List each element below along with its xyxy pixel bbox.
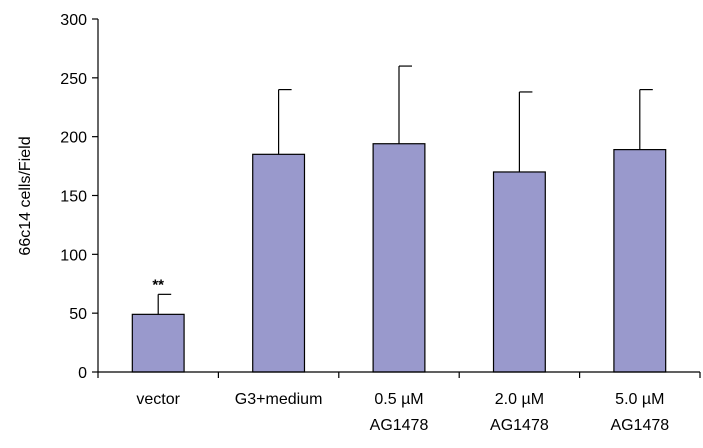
y-axis-title: 66c14 cells/Field [17, 136, 34, 255]
error-bars [157, 65, 653, 315]
annotations: ** [152, 276, 164, 293]
y-tick-label: 100 [60, 247, 87, 264]
significance-annotation: ** [152, 276, 164, 293]
x-tick-label: G3+medium [235, 391, 323, 408]
y-axis: 0 50 100 150 200 250 300 [60, 12, 99, 382]
y-tick-label: 200 [60, 130, 87, 147]
bar-series [131, 143, 667, 373]
y-tick-label: 0 [78, 365, 87, 382]
x-tick-label: 5.0 µM AG1478 [610, 391, 669, 434]
x-tick-label: 2.0 µM AG1478 [490, 391, 549, 434]
bar [492, 171, 546, 373]
x-tick-label: vector [136, 391, 180, 408]
x-tick-label: 0.5 µM AG1478 [370, 391, 429, 434]
y-tick-label: 300 [60, 12, 87, 29]
y-tick-label: 50 [69, 306, 87, 323]
x-axis: vector G3+medium 0.5 µM AG1478 2.0 µM AG1478 5… [97, 371, 701, 434]
bar [613, 149, 667, 373]
y-tick-label: 250 [60, 71, 87, 88]
bar [252, 153, 306, 373]
bar [372, 143, 426, 373]
bar [131, 313, 185, 373]
y-tick-label: 150 [60, 189, 87, 206]
